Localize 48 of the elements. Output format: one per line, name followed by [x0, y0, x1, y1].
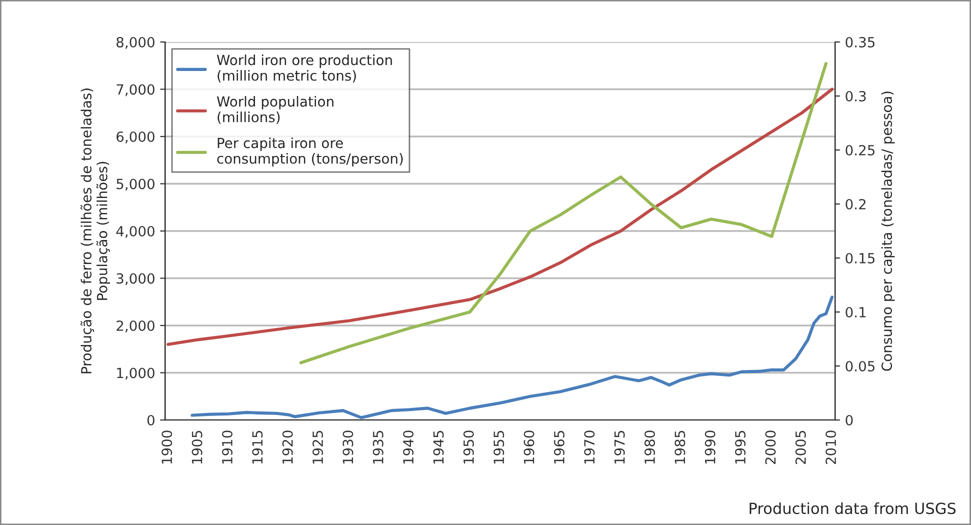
y2-tick-label: 0 — [846, 414, 853, 426]
x-tick-label: 1975 — [614, 430, 625, 464]
x-tick-label: 1995 — [735, 430, 746, 464]
x-tick-label: 1965 — [554, 430, 564, 464]
y-tick-label: 3,000 — [116, 273, 154, 286]
x-tick-label: 1915 — [252, 430, 263, 464]
line-series — [166, 88, 834, 346]
legend-label: World iron ore production (million metric tons) — [216, 54, 392, 82]
x-tick-label: 1950 — [463, 430, 474, 464]
x-tick-label: 1900 — [162, 430, 172, 464]
x-tick-label: 1980 — [644, 430, 655, 464]
x-tick-label: 1910 — [222, 430, 232, 464]
y-tick-label: 1,000 — [117, 368, 154, 380]
y2-tick-label: 0.25 — [846, 144, 874, 156]
line-series — [190, 296, 834, 420]
y-tick-label: 2,000 — [116, 320, 154, 332]
x-tick-label: 1930 — [342, 430, 354, 464]
x-tick-label: 2005 — [795, 430, 806, 464]
x-tick-label: 1905 — [192, 430, 202, 464]
x-tick-label: 1935 — [372, 430, 384, 464]
y2-tick-label: 0.35 — [846, 36, 874, 48]
y2-tick-label: 0.05 — [846, 360, 874, 372]
x-tick-label: 1920 — [282, 430, 293, 464]
y-tick-label: 6,000 — [116, 131, 154, 144]
x-tick-label: 1970 — [584, 430, 595, 464]
y-axis-title: Produção de ferro (milhões de toneladas) População (milhões) — [80, 88, 110, 374]
x-tick-label: 1945 — [433, 430, 444, 464]
y-tick-label: 4,000 — [116, 226, 154, 238]
x-tick-label: 1955 — [494, 430, 504, 464]
y2-tick-label: 0.15 — [846, 252, 874, 264]
x-tick-label: 1990 — [704, 430, 716, 464]
y2-tick-label: 0.3 — [846, 90, 866, 102]
y-tick-label: 0 — [147, 414, 154, 426]
x-tick-label: 2000 — [765, 430, 776, 464]
x-tick-label: 1940 — [403, 430, 414, 464]
x-tick-label: 1960 — [524, 430, 534, 464]
y2-tick-label: 0.1 — [846, 306, 866, 318]
y-tick-label: 5,000 — [116, 178, 154, 191]
x-tick-label: 1985 — [674, 430, 686, 464]
y-tick-label: 7,000 — [116, 84, 154, 96]
legend-label: World population (millions) — [216, 96, 334, 124]
y-tick-label: 8,000 — [116, 36, 154, 49]
x-tick-label: 1925 — [312, 430, 324, 464]
y2-tick-label: 0.2 — [846, 198, 866, 210]
x-tick-label: 2010 — [826, 430, 836, 464]
legend-label: Per capita iron ore consumption (tons/person) — [217, 137, 403, 166]
y2-axis-title: Consumo per capita (toneladas/ pessoa) — [881, 92, 895, 371]
text: Production data from USGS — [750, 502, 956, 514]
